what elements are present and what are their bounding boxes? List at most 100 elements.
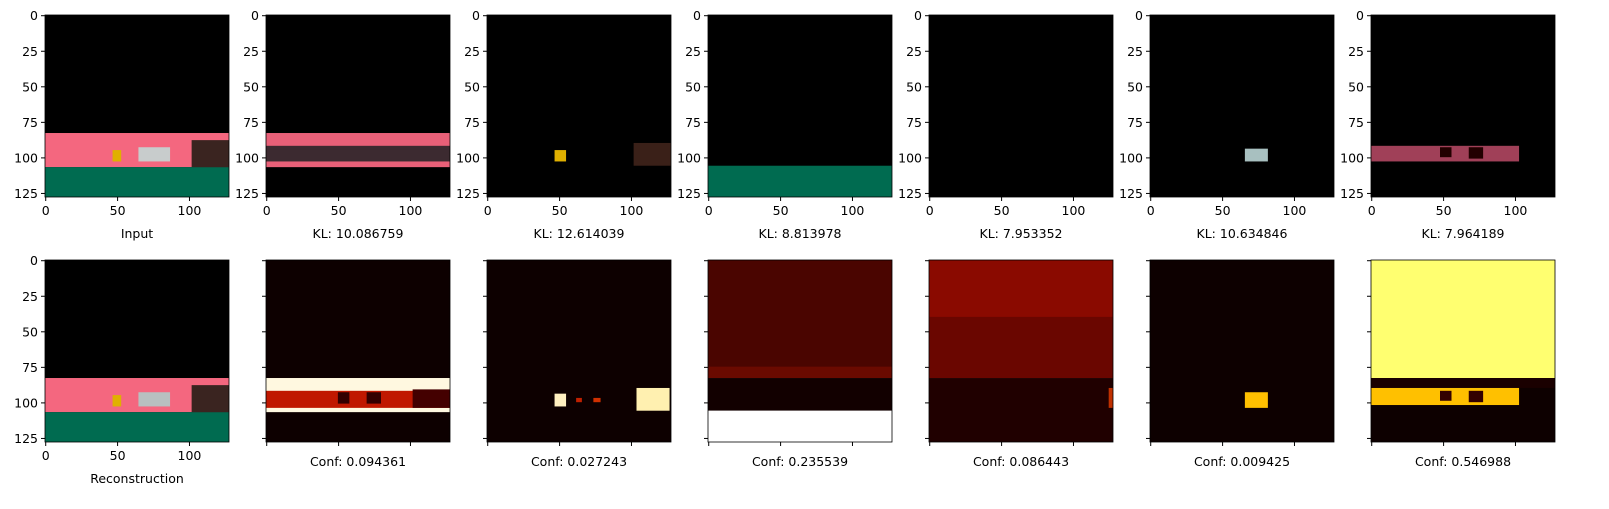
y-tick-label: 125 [1119, 186, 1143, 201]
y-tick-label: 0 [1135, 8, 1143, 23]
panel-label: Conf: 0.027243 [531, 454, 627, 469]
y-tick-label: 25 [243, 44, 259, 59]
x-tick-label: 0 [42, 203, 50, 218]
axes-frame [707, 259, 893, 443]
y-tick-label: 0 [30, 253, 38, 268]
x-tick-label: 50 [1215, 203, 1231, 218]
image [708, 260, 892, 442]
x-tick-label: 50 [994, 203, 1010, 218]
y-tick-label: 25 [906, 44, 922, 59]
y-tick-label: 75 [22, 115, 38, 130]
x-tick-label: 50 [773, 203, 789, 218]
image [487, 15, 671, 197]
panel-label: Reconstruction [90, 471, 184, 486]
y-tick-label: 25 [22, 289, 38, 304]
y-tick-label: 100 [1340, 150, 1364, 165]
axes-frame [44, 14, 230, 198]
y-tick-label: 100 [677, 150, 701, 165]
axes-frame [928, 14, 1114, 198]
y-tick-label: 25 [1127, 44, 1143, 59]
axes-frame [1370, 14, 1556, 198]
axes-frame [486, 14, 672, 198]
y-tick-label: 125 [235, 186, 259, 201]
axes-frame [265, 259, 451, 443]
y-tick-label: 125 [456, 186, 480, 201]
axes-frame [44, 259, 230, 443]
y-tick-label: 75 [1127, 115, 1143, 130]
image [929, 260, 1113, 442]
x-tick-label: 0 [484, 203, 492, 218]
image [708, 15, 892, 197]
x-tick-label: 100 [178, 203, 202, 218]
y-tick-label: 100 [456, 150, 480, 165]
y-tick-label: 100 [14, 150, 38, 165]
y-tick-label: 100 [235, 150, 259, 165]
x-tick-label: 0 [263, 203, 271, 218]
panel-label: KL: 8.813978 [759, 226, 842, 241]
y-tick-label: 50 [464, 79, 480, 94]
image [1150, 15, 1334, 197]
panel-label: KL: 10.086759 [313, 226, 404, 241]
y-tick-label: 100 [898, 150, 922, 165]
x-tick-label: 50 [331, 203, 347, 218]
axes-frame [486, 259, 672, 443]
panel-label: KL: 12.614039 [534, 226, 625, 241]
x-tick-label: 0 [926, 203, 934, 218]
y-tick-label: 75 [243, 115, 259, 130]
panel-label: KL: 7.953352 [980, 226, 1063, 241]
image [266, 260, 450, 442]
x-tick-label: 100 [841, 203, 865, 218]
y-tick-label: 75 [685, 115, 701, 130]
y-tick-label: 75 [22, 360, 38, 375]
image [1371, 260, 1555, 442]
y-tick-label: 50 [685, 79, 701, 94]
y-tick-label: 125 [1340, 186, 1364, 201]
panel-label: Input [121, 226, 153, 241]
image [1371, 15, 1555, 197]
y-tick-label: 50 [1348, 79, 1364, 94]
x-tick-label: 50 [552, 203, 568, 218]
x-tick-label: 50 [110, 203, 126, 218]
x-tick-label: 100 [1504, 203, 1528, 218]
axes-frame [265, 14, 451, 198]
image [1150, 260, 1334, 442]
panel-label: Conf: 0.546988 [1415, 454, 1511, 469]
y-tick-label: 25 [1348, 44, 1364, 59]
y-tick-label: 0 [693, 8, 701, 23]
y-tick-label: 25 [685, 44, 701, 59]
y-tick-label: 50 [1127, 79, 1143, 94]
y-tick-label: 25 [22, 44, 38, 59]
y-tick-label: 50 [22, 324, 38, 339]
x-tick-label: 100 [1283, 203, 1307, 218]
image [45, 260, 229, 442]
panel-label: Conf: 0.009425 [1194, 454, 1290, 469]
panel-label: Conf: 0.094361 [310, 454, 406, 469]
x-tick-label: 100 [620, 203, 644, 218]
x-tick-label: 100 [399, 203, 423, 218]
y-tick-label: 0 [914, 8, 922, 23]
panel-label: Conf: 0.235539 [752, 454, 848, 469]
axes-frame [1370, 259, 1556, 443]
y-tick-label: 125 [14, 431, 38, 446]
image [929, 15, 1113, 197]
x-tick-label: 100 [1062, 203, 1086, 218]
y-tick-label: 25 [464, 44, 480, 59]
image [266, 15, 450, 197]
y-tick-label: 0 [251, 8, 259, 23]
y-tick-label: 0 [472, 8, 480, 23]
panel-label: KL: 10.634846 [1197, 226, 1288, 241]
y-tick-label: 50 [906, 79, 922, 94]
axes-frame [928, 259, 1114, 443]
y-tick-label: 100 [14, 395, 38, 410]
y-tick-label: 125 [14, 186, 38, 201]
x-tick-label: 0 [705, 203, 713, 218]
y-tick-label: 75 [464, 115, 480, 130]
y-tick-label: 50 [22, 79, 38, 94]
y-tick-label: 75 [906, 115, 922, 130]
y-tick-label: 125 [898, 186, 922, 201]
axes-frame [1149, 259, 1335, 443]
image [45, 15, 229, 197]
axes-frame [1149, 14, 1335, 198]
y-tick-label: 125 [677, 186, 701, 201]
